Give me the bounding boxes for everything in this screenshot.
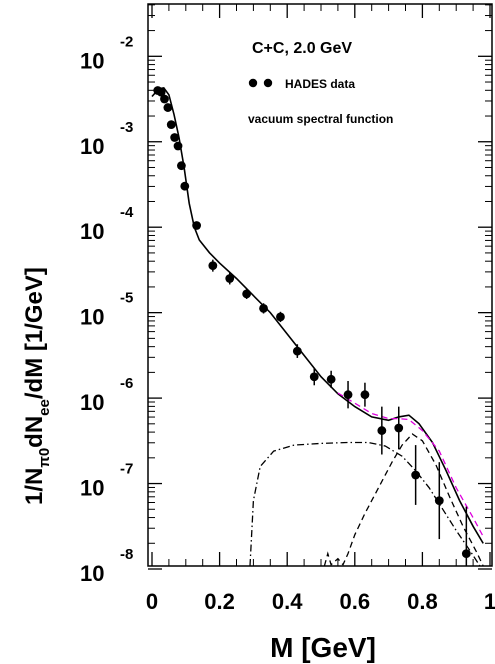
data-point bbox=[160, 95, 169, 104]
x-tick-label: 0 bbox=[146, 589, 158, 614]
data-point bbox=[180, 182, 189, 191]
legend-label-hades: HADES data bbox=[285, 77, 355, 91]
y-tick-label: 10 bbox=[80, 390, 104, 415]
data-point bbox=[177, 161, 186, 170]
data-point bbox=[276, 313, 285, 322]
y-tick-label: 10 bbox=[80, 134, 104, 159]
data-point bbox=[394, 424, 403, 433]
data-point bbox=[462, 549, 471, 558]
legend-marker-dot bbox=[249, 79, 257, 87]
y-tick-exponent: -5 bbox=[120, 290, 133, 307]
x-axis-title: M [GeV] bbox=[270, 632, 376, 663]
svg-text:1/Nπ0dNee/dM [1/GeV]: 1/Nπ0dNee/dM [1/GeV] bbox=[21, 267, 53, 505]
data-point bbox=[174, 142, 183, 151]
x-tick-label: 0.4 bbox=[272, 589, 303, 614]
y-tick-label: 10 bbox=[80, 48, 104, 73]
data-point bbox=[411, 471, 420, 480]
data-point bbox=[344, 390, 353, 399]
data-point bbox=[435, 496, 444, 505]
y-tick-exponent: -8 bbox=[120, 546, 133, 563]
data-point bbox=[242, 289, 251, 298]
y-tick-labels: 10 -2 10 -3 10 -4 10 -5 10 -6 10 -7 10 -8 bbox=[80, 33, 134, 586]
data-point bbox=[170, 133, 179, 142]
series-line-1 bbox=[152, 88, 483, 544]
y-tick-label: 10 bbox=[80, 561, 104, 586]
x-tick-labels: 0 0.2 0.4 0.6 0.8 1 bbox=[146, 589, 495, 614]
x-tick-label: 1 bbox=[484, 589, 495, 614]
y-tick-exponent: -6 bbox=[120, 375, 133, 392]
y-tick-exponent: -3 bbox=[120, 119, 133, 136]
y-tick-label: 10 bbox=[80, 305, 104, 330]
data-point bbox=[377, 426, 386, 435]
y-tick-label: 10 bbox=[80, 476, 104, 501]
data-point bbox=[361, 390, 370, 399]
y-tick-exponent: -4 bbox=[120, 204, 134, 221]
data-point bbox=[310, 372, 319, 381]
y-tick-exponent: -2 bbox=[120, 33, 133, 50]
data-point bbox=[225, 274, 234, 283]
x-tick-label: 0.2 bbox=[204, 589, 235, 614]
y-axis-title: 1/Nπ0dNee/dM [1/GeV] bbox=[21, 267, 53, 505]
data-point bbox=[327, 375, 336, 384]
data-point bbox=[259, 304, 268, 313]
y-tick-exponent: -7 bbox=[120, 461, 133, 478]
data-point bbox=[163, 103, 172, 112]
data-point bbox=[208, 261, 217, 270]
legend-label-vacuum: vacuum spectral function bbox=[248, 112, 393, 126]
data-point bbox=[192, 221, 201, 230]
data-point bbox=[167, 120, 176, 129]
legend-marker-dot bbox=[264, 79, 272, 87]
series-line-3 bbox=[250, 443, 480, 567]
chart-title: C+C, 2.0 GeV bbox=[252, 40, 352, 57]
x-tick-label: 0.6 bbox=[340, 589, 371, 614]
plot-series bbox=[152, 86, 483, 566]
y-tick-label: 10 bbox=[80, 219, 104, 244]
data-point bbox=[293, 347, 302, 356]
x-tick-label: 0.8 bbox=[407, 589, 438, 614]
